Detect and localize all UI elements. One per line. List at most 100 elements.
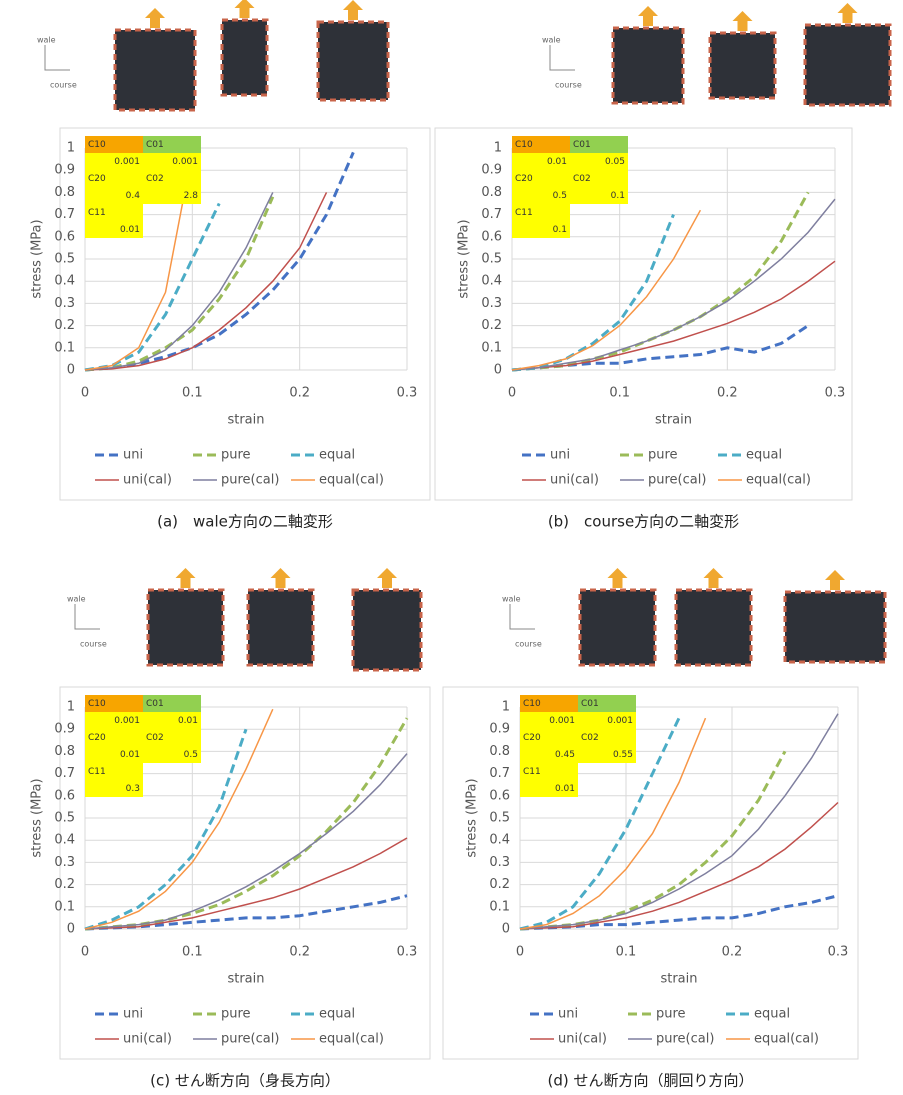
y-tick-label: 0.2 [54,877,75,892]
param-name: C01 [146,140,164,150]
photo-label: wale [37,36,56,45]
fabric-photo [580,590,655,665]
legend-label: uni [123,1007,143,1022]
fabric-photo [248,590,313,665]
y-tick-label: 0.8 [489,744,510,759]
param-value: 0.01 [120,225,140,235]
fabric-photo [676,590,751,665]
load-arrow [825,570,845,590]
y-tick-label: 0.5 [54,811,75,826]
x-tick-label: 0.3 [397,386,418,401]
y-tick-label: 0.4 [54,833,75,848]
fabric-photo [805,25,890,105]
legend-label: uni(cal) [123,473,172,488]
legend-label: uni(cal) [123,1032,172,1047]
param-value: 2.8 [184,191,199,201]
y-tick-label: 0.4 [481,274,502,289]
param-value: 0.3 [126,784,140,794]
legend-label: pure(cal) [656,1032,714,1047]
photo-label: course [515,640,542,649]
legend-label: pure(cal) [221,473,279,488]
y-tick-label: 0.1 [54,340,75,355]
param-value: 0.001 [114,157,140,167]
param-value: 0.05 [605,157,625,167]
x-tick-label: 0.1 [182,945,203,960]
y-axis-label: stress (MPa) [465,778,480,857]
legend-label: equal [754,1007,790,1022]
legend-label: uni [123,448,143,463]
y-tick-label: 0.5 [54,252,75,267]
x-tick-label: 0 [81,386,89,401]
x-tick-label: 0.1 [182,386,203,401]
photo-label: wale [542,36,561,45]
fabric-photo [353,590,421,670]
x-tick-label: 0.3 [397,945,418,960]
caption: (d) せん断方向（胴回り方向） [548,1072,754,1090]
param-name: C20 [88,733,106,743]
legend-label: pure(cal) [648,473,706,488]
y-tick-label: 0 [67,922,75,937]
x-axis-label: strain [227,413,264,428]
fabric-photo [222,20,267,95]
caption: (c) せん断方向（身長方向） [150,1072,340,1090]
x-tick-label: 0.2 [289,945,310,960]
param-name: C20 [523,733,541,743]
x-tick-label: 0.1 [609,386,630,401]
param-name: C01 [573,140,591,150]
load-arrow [838,3,858,23]
legend-label: uni(cal) [558,1032,607,1047]
chart-frame [435,128,852,500]
fabric-photo [710,33,775,98]
orientation-axes [510,604,535,629]
load-arrow [608,568,628,588]
legend-label: equal [746,448,782,463]
load-arrow [176,568,196,588]
legend-label: equal(cal) [746,473,811,488]
param-name: C20 [88,174,106,184]
y-tick-label: 1 [67,700,75,715]
x-tick-label: 0 [516,945,524,960]
photo-label: course [80,640,107,649]
param-value: 0.01 [547,157,567,167]
legend-label: uni [550,448,570,463]
x-axis-label: strain [660,972,697,987]
y-tick-label: 0.2 [481,318,502,333]
y-axis-label: stress (MPa) [457,219,472,298]
legend-label: pure [221,448,251,463]
x-axis-label: strain [227,972,264,987]
caption: (b) course方向の二軸変形 [548,513,739,531]
legend-label: pure(cal) [221,1032,279,1047]
load-arrow [638,6,658,26]
y-axis-label: stress (MPa) [30,778,45,857]
legend-label: pure [656,1007,686,1022]
y-tick-label: 0 [502,922,510,937]
y-tick-label: 0.4 [54,274,75,289]
y-tick-label: 0.5 [489,811,510,826]
param-name: C10 [515,140,533,150]
param-value: 0.5 [553,191,567,201]
x-tick-label: 0 [508,386,516,401]
load-arrow [271,568,291,588]
fabric-photo [148,590,223,665]
y-tick-label: 0.6 [481,229,502,244]
y-tick-label: 0.1 [54,899,75,914]
y-tick-label: 0.5 [481,252,502,267]
legend-label: equal [319,1007,355,1022]
y-tick-label: 1 [67,141,75,156]
fabric-photo [613,28,683,103]
fabric-photo [785,592,885,662]
x-tick-label: 0.2 [717,386,738,401]
param-name: C02 [573,174,591,184]
y-tick-label: 0.1 [489,899,510,914]
legend-label: equal [319,448,355,463]
param-value: 0.01 [555,784,575,794]
param-name: C20 [515,174,533,184]
param-value: 0.4 [126,191,141,201]
caption: (a) wale方向の二軸変形 [157,513,333,531]
y-tick-label: 0.2 [489,877,510,892]
y-tick-label: 0.9 [54,722,75,737]
param-value: 0.5 [184,750,198,760]
param-name: C10 [88,140,106,150]
fabric-photo [115,30,195,110]
param-name: C11 [88,767,106,777]
